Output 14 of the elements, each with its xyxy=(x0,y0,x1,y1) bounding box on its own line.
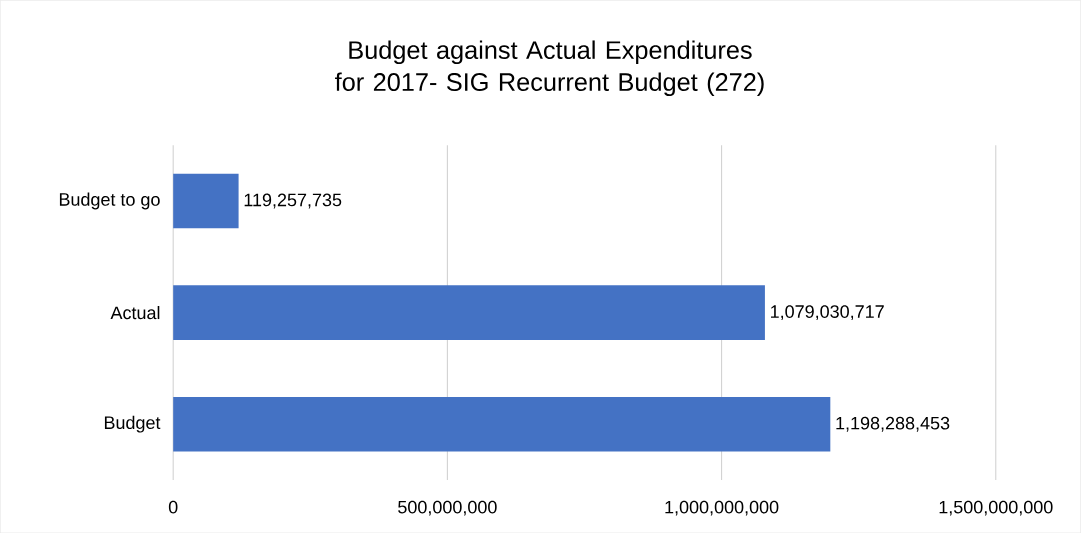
x-tick-label: 1,000,000,000 xyxy=(665,500,779,516)
bar xyxy=(173,173,239,229)
x-tick-label: 500,000,000 xyxy=(398,500,497,516)
x-tick-label: 0 xyxy=(168,500,178,514)
bar xyxy=(173,396,831,452)
bar xyxy=(173,285,765,340)
data-label: 1,079,030,717 xyxy=(771,305,884,320)
x-tick-label: 1,500,000,000 xyxy=(939,500,1053,516)
data-label: 119,257,735 xyxy=(244,193,342,209)
data-label: 1,198,288,453 xyxy=(836,416,950,432)
y-tick-label: Budget to go xyxy=(59,192,160,210)
y-tick-label: Budget xyxy=(104,415,161,433)
chart-title: Budget against Actual Expenditures for 2017- SIG Recurrent Budget (272) xyxy=(335,40,764,96)
y-tick-label: Actual xyxy=(110,305,160,320)
